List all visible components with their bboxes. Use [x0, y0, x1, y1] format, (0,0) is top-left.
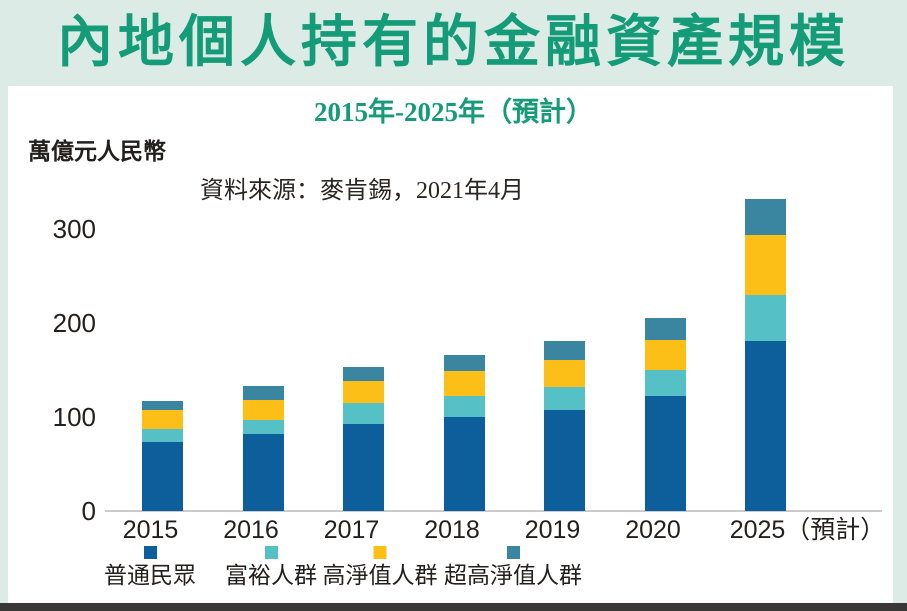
page-title: 內地個人持有的金融資產規模 [57, 12, 850, 74]
bar-segment-高淨值人群 [745, 234, 786, 295]
bar-2016 [242, 385, 284, 511]
legend-item: 普通民眾 [104, 546, 196, 588]
bar-2019 [544, 340, 585, 511]
bar-segment-高淨值人群 [343, 381, 384, 403]
bar-segment-普通民眾 [242, 433, 284, 511]
bar-segment-超高淨值人群 [443, 354, 485, 371]
bar-2018 [443, 354, 485, 511]
bar-segment-超高淨值人群 [544, 340, 585, 360]
bar-segment-普通民眾 [443, 416, 485, 511]
bar-2017 [343, 367, 384, 511]
x-axis-line [105, 510, 882, 512]
legend-item: 富裕人群 [225, 546, 317, 588]
bar-segment-富裕人群 [745, 294, 786, 341]
bar-segment-高淨值人群 [644, 339, 686, 370]
bar-segment-富裕人群 [242, 419, 284, 434]
bar-segment-超高淨值人群 [142, 401, 183, 411]
bar-segment-超高淨值人群 [242, 385, 284, 401]
x-axis-label: 2016 [223, 516, 279, 544]
y-tick-label: 300 [52, 214, 96, 244]
source-note: 資料來源：麥肯錫，2021年4月 [200, 178, 524, 204]
legend-label: 普通民眾 [104, 562, 196, 588]
legend-swatch [143, 546, 157, 559]
right-border-strip [893, 86, 907, 603]
legend-item: 超高淨值人群 [444, 546, 582, 588]
left-border-strip [0, 86, 8, 603]
bar-segment-普通民眾 [142, 442, 183, 511]
legend-label: 富裕人群 [225, 562, 317, 588]
x-axis-label: 2015 [122, 516, 179, 544]
bar-segment-超高淨值人群 [644, 318, 686, 340]
bar-segment-高淨值人群 [142, 410, 183, 430]
legend-label: 超高淨值人群 [444, 562, 582, 588]
bar-segment-超高淨值人群 [343, 367, 384, 382]
x-axis-label: 2017 [323, 516, 380, 544]
legend-label: 高淨值人群 [322, 562, 438, 588]
y-tick-label: 0 [81, 496, 96, 526]
x-axis-label: 2025（預計） [729, 516, 886, 544]
bar-segment-高淨值人群 [242, 400, 284, 420]
legend-swatch [506, 546, 520, 559]
y-axis-unit-label: 萬億元人民幣 [28, 138, 166, 164]
page-subtitle: 2015年-2025年（預計） [314, 97, 593, 127]
x-axis-label: 2020 [625, 516, 681, 544]
bar-segment-普通民眾 [644, 396, 686, 511]
x-axis-label: 2018 [424, 516, 480, 544]
bar-segment-高淨值人群 [544, 359, 585, 387]
bar-segment-超高淨值人群 [745, 198, 786, 235]
legend-item: 高淨值人群 [323, 546, 438, 588]
y-tick-label: 200 [52, 308, 96, 338]
bar-segment-富裕人群 [544, 386, 585, 411]
bar-segment-富裕人群 [443, 396, 485, 417]
bar-segment-普通民眾 [544, 410, 585, 511]
bar-segment-普通民眾 [745, 340, 786, 511]
bar-segment-富裕人群 [142, 429, 183, 443]
bar-segment-富裕人群 [644, 370, 686, 397]
bar-segment-普通民眾 [343, 423, 384, 511]
bar-segment-高淨值人群 [443, 370, 485, 397]
bar-segment-富裕人群 [343, 402, 384, 424]
y-tick-label: 100 [52, 402, 96, 432]
bar-2020 [644, 318, 686, 511]
bar-2025（預計） [745, 198, 786, 511]
legend-swatch [373, 546, 387, 559]
legend-swatch [264, 546, 278, 559]
bar-2015 [142, 401, 183, 511]
x-axis-label: 2019 [524, 516, 581, 544]
title-band [0, 0, 907, 86]
footer-bar [0, 603, 907, 611]
